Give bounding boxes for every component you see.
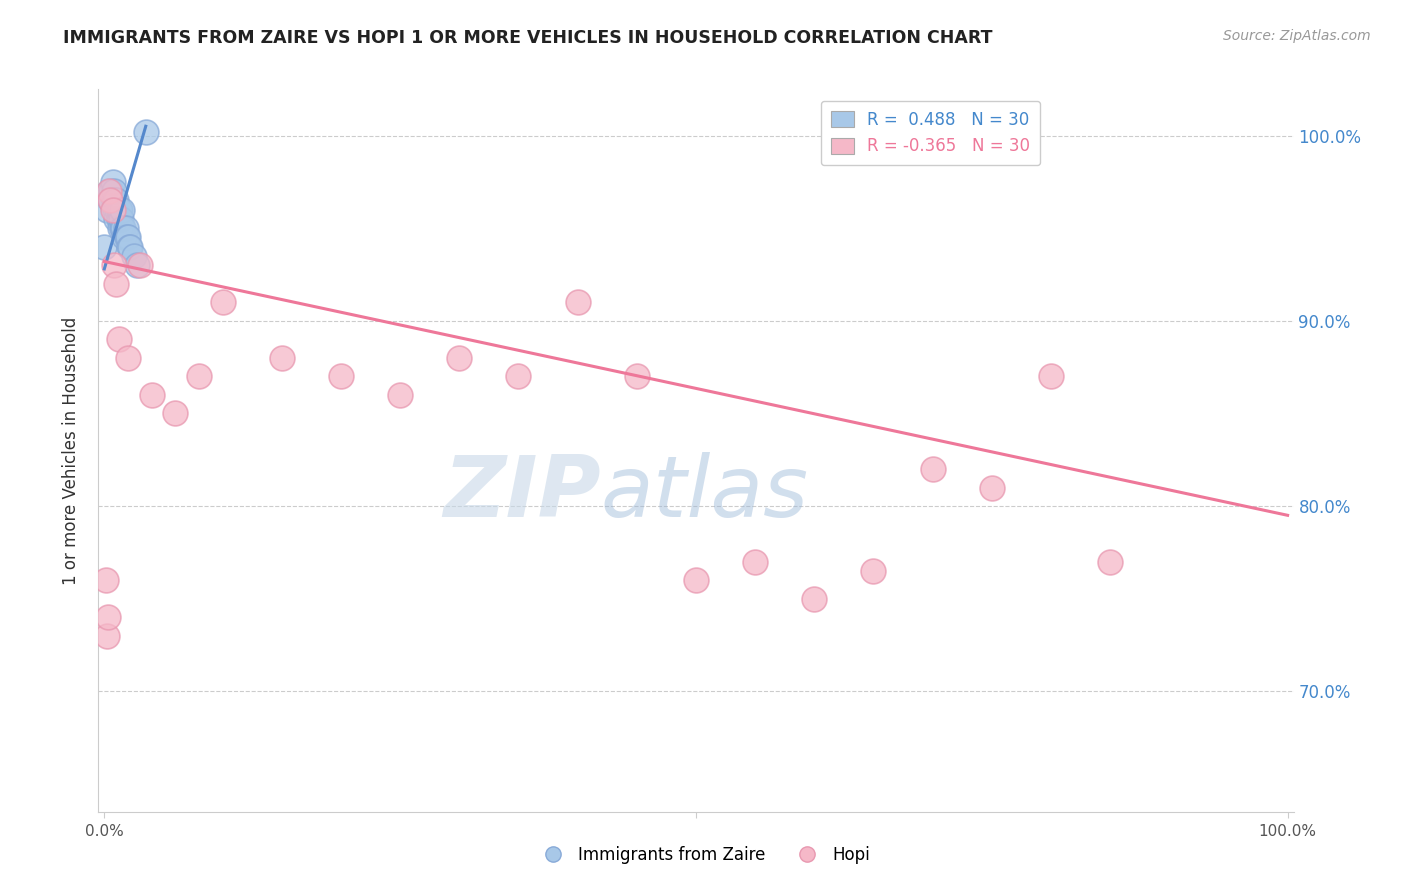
Point	[108, 202, 131, 217]
Point	[862, 564, 884, 578]
Point	[626, 369, 648, 384]
Point	[114, 221, 136, 235]
Text: atlas: atlas	[600, 452, 808, 535]
Point	[98, 194, 121, 208]
Point	[107, 202, 129, 217]
Point	[98, 184, 121, 198]
Point	[330, 369, 353, 384]
Point	[114, 230, 136, 244]
Point	[96, 629, 118, 643]
Point	[567, 295, 589, 310]
Point	[117, 230, 139, 244]
Point	[1039, 369, 1062, 384]
Point	[107, 211, 129, 226]
Point	[105, 211, 128, 226]
Point	[122, 249, 145, 263]
Point	[100, 184, 122, 198]
Point	[93, 240, 115, 254]
Point	[127, 258, 149, 272]
Point	[111, 221, 134, 235]
Point	[270, 351, 292, 365]
Point	[103, 184, 125, 198]
Legend: R =  0.488   N = 30, R = -0.365   N = 30: R = 0.488 N = 30, R = -0.365 N = 30	[821, 101, 1040, 166]
Point	[980, 481, 1002, 495]
Point	[803, 591, 825, 606]
Point	[110, 211, 132, 226]
Legend: Immigrants from Zaire, Hopi: Immigrants from Zaire, Hopi	[530, 839, 876, 871]
Point	[111, 202, 134, 217]
Point	[98, 184, 121, 198]
Point	[101, 175, 124, 189]
Point	[921, 462, 943, 476]
Point	[1099, 555, 1122, 569]
Point	[449, 351, 471, 365]
Point	[96, 202, 118, 217]
Point	[120, 240, 142, 254]
Point	[98, 194, 121, 208]
Point	[104, 202, 127, 217]
Point	[101, 202, 124, 217]
Point	[103, 258, 125, 272]
Point	[141, 388, 163, 402]
Point	[744, 555, 766, 569]
Point	[105, 202, 128, 217]
Point	[115, 230, 138, 244]
Point	[128, 258, 150, 272]
Point	[117, 351, 139, 365]
Point	[188, 369, 211, 384]
Point	[389, 388, 412, 402]
Y-axis label: 1 or more Vehicles in Household: 1 or more Vehicles in Household	[62, 317, 80, 584]
Point	[103, 194, 125, 208]
Point	[108, 221, 131, 235]
Text: IMMIGRANTS FROM ZAIRE VS HOPI 1 OR MORE VEHICLES IN HOUSEHOLD CORRELATION CHART: IMMIGRANTS FROM ZAIRE VS HOPI 1 OR MORE …	[63, 29, 993, 47]
Point	[508, 369, 530, 384]
Point	[105, 194, 128, 208]
Text: ZIP: ZIP	[443, 452, 600, 535]
Point	[112, 221, 135, 235]
Point	[135, 125, 157, 139]
Point	[105, 277, 128, 291]
Point	[211, 295, 233, 310]
Point	[118, 240, 141, 254]
Point	[94, 573, 117, 587]
Point	[104, 194, 127, 208]
Point	[107, 332, 129, 346]
Point	[685, 573, 707, 587]
Text: Source: ZipAtlas.com: Source: ZipAtlas.com	[1223, 29, 1371, 44]
Point	[97, 610, 120, 624]
Point	[165, 406, 187, 420]
